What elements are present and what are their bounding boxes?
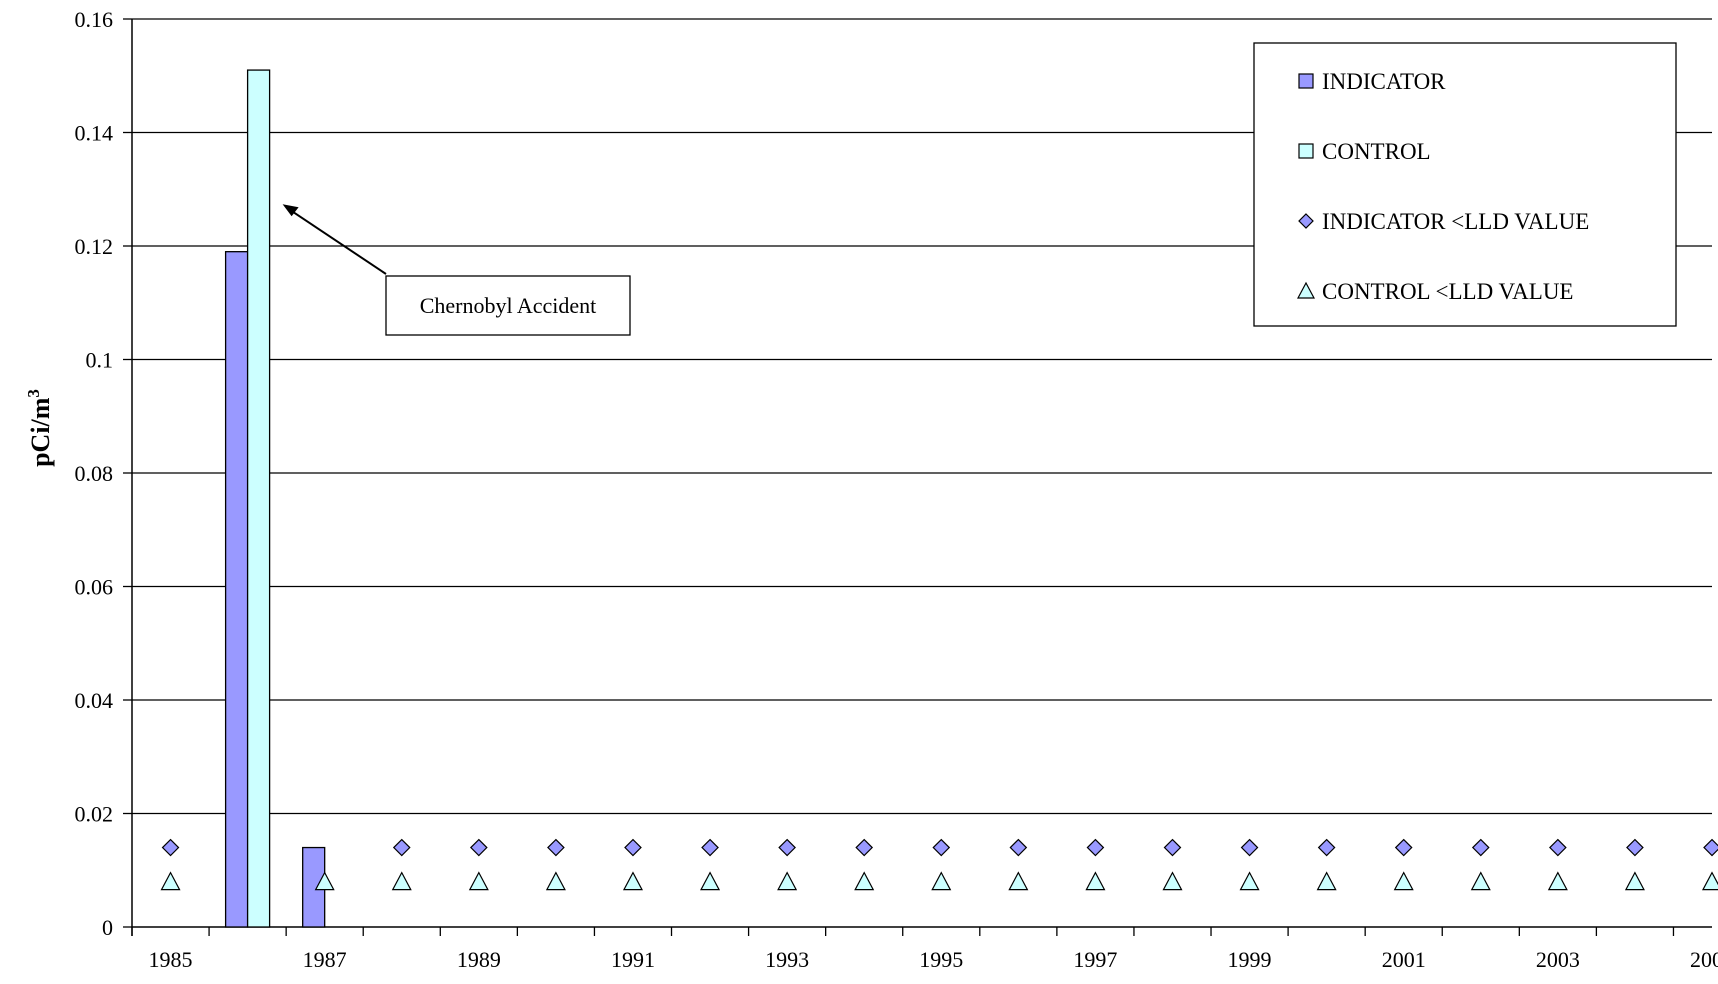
point-diamond	[1240, 838, 1259, 857]
point-triangle	[545, 871, 566, 891]
markers	[160, 838, 1718, 891]
point-triangle	[622, 871, 643, 891]
point-diamond	[624, 838, 642, 857]
point-triangle	[1702, 871, 1718, 891]
point-triangle	[1624, 871, 1645, 891]
point-diamond	[1086, 838, 1105, 857]
x-tick-label: 1999	[1228, 947, 1272, 972]
point-triangle	[468, 871, 489, 891]
bar	[224, 251, 249, 928]
point-triangle	[1008, 871, 1029, 891]
point-triangle	[314, 871, 335, 891]
x-tick-label: 1989	[457, 947, 501, 972]
annotation: Chernobyl Accident	[282, 204, 631, 336]
bar	[246, 69, 271, 928]
legend-label: CONTROL <LLD VALUE	[1322, 279, 1573, 304]
x-tick-label: 1993	[765, 947, 809, 972]
legend-box	[1253, 42, 1677, 327]
point-diamond	[701, 838, 719, 857]
point-diamond	[547, 838, 565, 857]
point-diamond	[932, 838, 951, 857]
point-diamond	[392, 838, 411, 857]
point-triangle	[1316, 871, 1337, 891]
y-tick-label: 0	[102, 915, 113, 940]
point-diamond	[855, 838, 874, 857]
point-diamond	[1317, 838, 1336, 857]
legend-swatch	[1298, 213, 1314, 229]
annotation-arrow-line	[290, 209, 387, 275]
point-triangle	[1470, 871, 1491, 891]
point-triangle	[391, 871, 412, 891]
x-tick-label: 1995	[919, 947, 963, 972]
annotation-arrow-head	[282, 204, 299, 217]
legend-swatch	[1298, 73, 1314, 89]
x-axis-ticks: 1985 1987 1989 1991 1993 1995 1997 1999 2001 2003…	[131, 927, 1718, 972]
x-tick-label: 1991	[611, 947, 655, 972]
point-diamond	[1703, 838, 1718, 857]
point-diamond	[1163, 838, 1182, 857]
point-triangle	[1239, 871, 1260, 891]
point-triangle	[1085, 871, 1106, 891]
annotation-text: Chernobyl Accident	[420, 293, 597, 318]
point-diamond	[1549, 838, 1567, 857]
y-tick-label: 0.06	[75, 575, 114, 600]
point-diamond	[778, 838, 796, 857]
y-tick-label: 0.02	[75, 802, 114, 827]
y-axis-ticks: 0 0.02 0.04 0.06 0.08 0.1 0.12 0.14 0.16	[75, 7, 132, 940]
y-tick-label: 0.08	[75, 461, 114, 486]
y-tick-label: 0.14	[75, 121, 114, 146]
axes	[131, 19, 1712, 936]
point-diamond	[1009, 838, 1028, 857]
y-tick-label: 0.1	[86, 348, 114, 373]
point-triangle	[931, 871, 952, 891]
point-triangle	[700, 871, 721, 891]
y-axis-label: pCi/m3	[24, 389, 55, 467]
point-diamond	[1471, 838, 1490, 857]
legend-swatch	[1297, 281, 1315, 299]
x-tick-label: 2003	[1536, 947, 1580, 972]
point-triangle	[1547, 871, 1568, 891]
point-triangle	[777, 871, 798, 891]
y-tick-label: 0.12	[75, 234, 114, 259]
point-triangle	[854, 871, 875, 891]
point-triangle	[160, 871, 181, 891]
legend: INDICATOR CONTROL INDICATOR <LLD VALUE CONT…	[1253, 42, 1677, 327]
x-tick-label: 2001	[1382, 947, 1426, 972]
point-diamond	[1394, 838, 1413, 857]
legend-label: INDICATOR	[1322, 69, 1446, 94]
bars	[224, 69, 326, 928]
legend-label: INDICATOR <LLD VALUE	[1322, 209, 1589, 234]
y-tick-label: 0.04	[75, 688, 114, 713]
x-tick-label: 1997	[1073, 947, 1117, 972]
point-diamond	[469, 838, 488, 857]
point-diamond	[1626, 838, 1644, 857]
x-tick-label: 2005	[1690, 947, 1718, 972]
legend-swatch	[1298, 143, 1314, 159]
x-tick-label: 1987	[303, 947, 347, 972]
point-diamond	[161, 838, 180, 857]
y-tick-label: 0.16	[75, 7, 114, 32]
point-triangle	[1393, 871, 1414, 891]
annotation-box	[385, 275, 631, 336]
x-tick-label: 1985	[149, 947, 193, 972]
y-axis-label-superscript: 3	[24, 389, 43, 398]
point-triangle	[1162, 871, 1183, 891]
y-axis-label-text: pCi/m	[26, 397, 55, 467]
legend-label: CONTROL	[1322, 139, 1431, 164]
